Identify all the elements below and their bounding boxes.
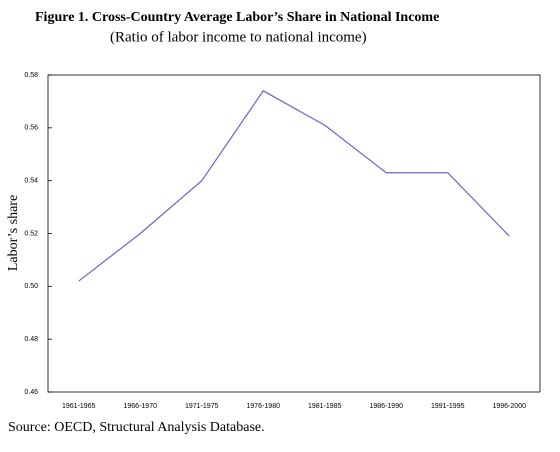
x-tick-label: 1961-1965 <box>62 403 96 410</box>
y-tick-label: 0.46 <box>24 389 38 396</box>
x-tick-label: 1981-1985 <box>308 403 342 410</box>
x-tick-label: 1971-1975 <box>185 403 219 410</box>
y-tick-label: 0.56 <box>24 125 38 132</box>
x-tick-label: 1996-2000 <box>493 403 527 410</box>
x-tick-label: 1976-1980 <box>247 403 281 410</box>
x-tick-label: 1986-1990 <box>370 403 404 410</box>
y-tick-label: 0.48 <box>24 336 38 343</box>
x-tick-label: 1966-1970 <box>124 403 158 410</box>
y-tick-label: 0.58 <box>24 72 38 79</box>
x-tick-label: 1991-1995 <box>431 403 465 410</box>
y-tick-label: 0.52 <box>24 230 38 237</box>
source-note: Source: OECD, Structural Analysis Databa… <box>8 420 265 435</box>
y-axis-label: Labor’s share <box>6 195 21 271</box>
chart-subtitle: (Ratio of labor income to national incom… <box>110 29 367 45</box>
chart-title: Figure 1. Cross-Country Average Labor’s … <box>35 10 439 25</box>
data-line <box>78 90 510 282</box>
plot-frame <box>47 74 541 393</box>
y-tick-label: 0.50 <box>24 283 38 290</box>
y-tick-label: 0.54 <box>24 178 38 185</box>
